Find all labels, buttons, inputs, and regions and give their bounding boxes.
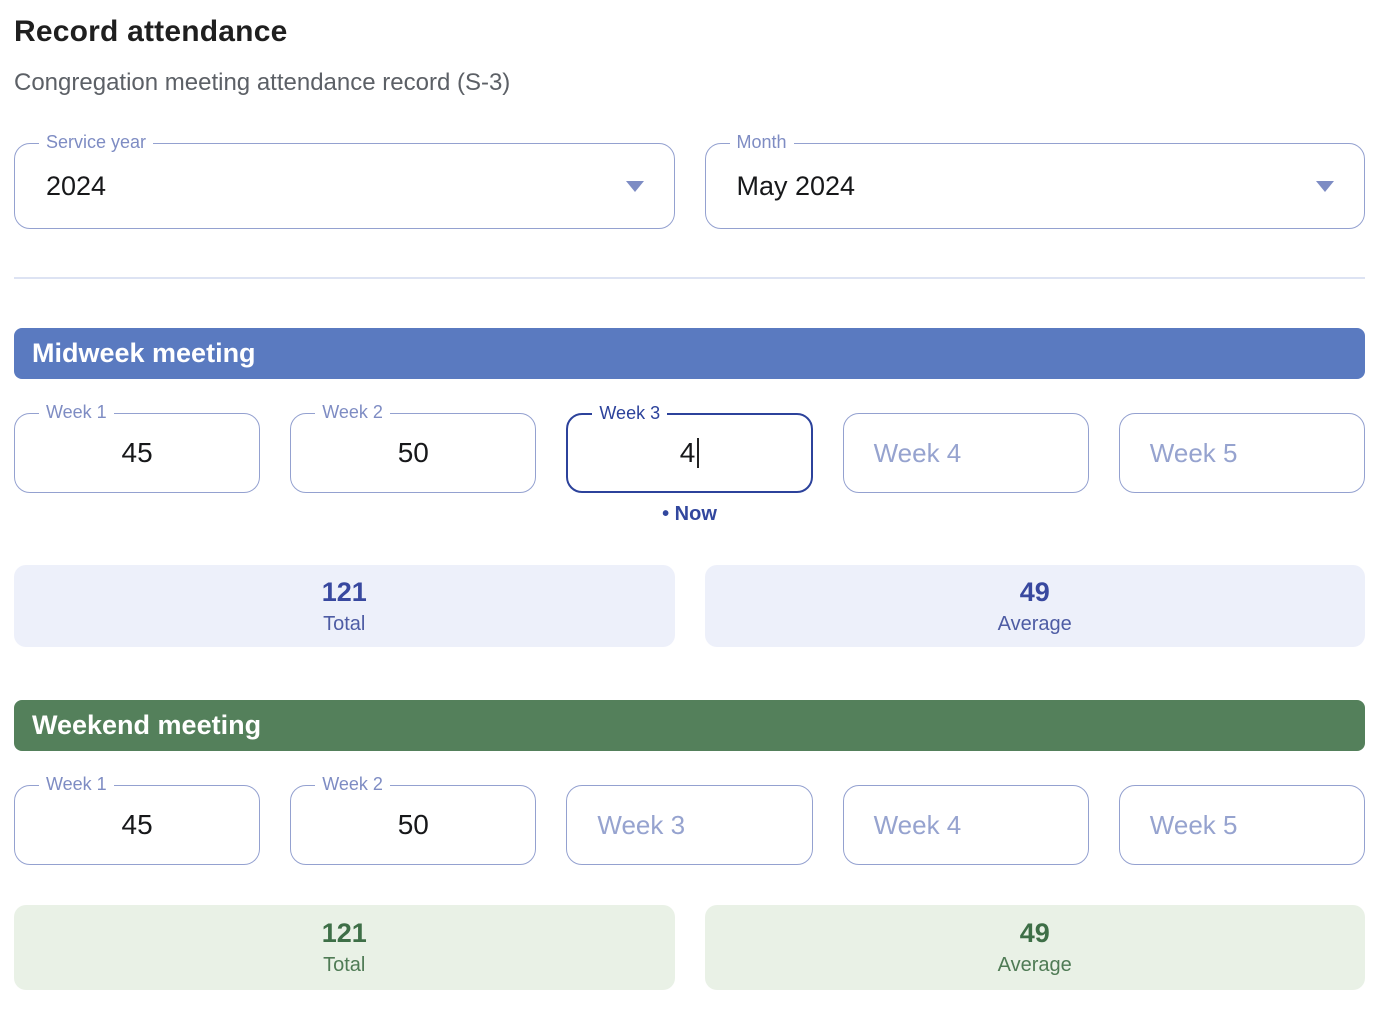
midweek-average-card: 49 Average: [704, 565, 1365, 647]
midweek-week4-cell: Week 4: [842, 413, 1089, 493]
midweek-week5-input[interactable]: Week 5: [1118, 413, 1365, 493]
midweek-average-value: 49: [1019, 576, 1050, 607]
page-title: Record attendance: [14, 15, 288, 48]
weekend-total-label: Total: [323, 954, 366, 976]
weekend-week2-value: 50: [397, 809, 429, 840]
month-value: May 2024: [736, 170, 856, 201]
midweek-average-label: Average: [997, 612, 1072, 635]
now-helper-text: • Now: [662, 503, 717, 525]
midweek-week2-value: 50: [397, 437, 429, 468]
midweek-week1-cell: Week 1 45: [14, 402, 261, 493]
weekend-week4-input[interactable]: Week 4: [842, 785, 1089, 865]
weekend-total-value: 121: [321, 918, 367, 948]
page-subtitle: Congregation meeting attendance record (…: [14, 69, 511, 96]
weekend-week3-label: Week 3: [597, 809, 686, 840]
service-year-label: Service year: [39, 132, 154, 153]
weekend-average-label: Average: [997, 954, 1072, 976]
midweek-week4-label: Week 4: [873, 437, 962, 468]
weekend-week1-cell: Week 1 45: [14, 774, 261, 865]
midweek-week3-value: 4: [680, 436, 700, 470]
weekend-week5-cell: Week 5: [1118, 785, 1365, 865]
midweek-section-title: Midweek meeting: [32, 338, 256, 368]
weekend-average-value: 49: [1019, 918, 1050, 948]
weekend-week2-label: Week 2: [315, 774, 390, 795]
weekend-section-title: Weekend meeting: [32, 710, 262, 740]
weekend-week1-input[interactable]: Week 1 45: [14, 774, 261, 865]
weekend-week2-input[interactable]: Week 2 50: [290, 774, 537, 865]
weekend-total-card: 121 Total: [14, 905, 675, 990]
midweek-week1-input[interactable]: Week 1 45: [14, 402, 261, 493]
record-attendance-page: Record attendance Congregation meeting a…: [14, 15, 1365, 990]
service-year-select[interactable]: Service year 2024: [14, 132, 675, 229]
month-label: Month: [729, 132, 794, 153]
midweek-week2-cell: Week 2 50: [290, 402, 537, 493]
midweek-week2-label: Week 2: [315, 402, 390, 423]
weekend-week5-input[interactable]: Week 5: [1118, 785, 1365, 865]
weekend-week3-cell: Week 3: [566, 785, 813, 865]
midweek-week2-input[interactable]: Week 2 50: [290, 402, 537, 493]
weekend-week3-input[interactable]: Week 3: [566, 785, 813, 865]
midweek-week3-cell: Week 3 4 • Now: [566, 403, 813, 527]
midweek-week4-input[interactable]: Week 4: [842, 413, 1089, 493]
midweek-week3-input[interactable]: Week 3 4: [566, 403, 813, 493]
midweek-total-value: 121: [321, 576, 367, 607]
midweek-section-header: Midweek meeting: [14, 328, 1365, 379]
chevron-down-icon: [1316, 181, 1334, 192]
chevron-down-icon: [625, 181, 644, 192]
midweek-weeks-row: Week 1 45 Week 2 50 Week 3 4 • Now Week …: [14, 402, 1365, 527]
weekend-week2-cell: Week 2 50: [290, 774, 537, 865]
midweek-total-card: 121 Total: [14, 565, 675, 647]
weekend-week4-cell: Week 4: [842, 785, 1089, 865]
weekend-week1-label: Week 1: [39, 774, 114, 795]
divider: [14, 277, 1365, 279]
midweek-week3-label: Week 3: [592, 403, 668, 424]
weekend-summary-row: 121 Total 49 Average: [14, 905, 1365, 990]
weekend-average-card: 49 Average: [704, 905, 1365, 990]
midweek-total-label: Total: [323, 612, 366, 635]
weekend-weeks-row: Week 1 45 Week 2 50 Week 3 Week 4 Week 5: [14, 774, 1365, 865]
month-select[interactable]: Month May 2024: [704, 132, 1365, 229]
weekend-week5-label: Week 5: [1149, 809, 1238, 840]
service-year-value: 2024: [46, 170, 107, 201]
midweek-week5-cell: Week 5: [1118, 413, 1365, 493]
midweek-week1-value: 45: [121, 437, 153, 468]
weekend-week1-value: 45: [121, 809, 153, 840]
filters-row: Service year 2024 Month May 2024: [14, 132, 1365, 229]
weekend-section-header: Weekend meeting: [14, 700, 1365, 751]
midweek-week5-label: Week 5: [1149, 437, 1238, 468]
text-cursor: [697, 438, 700, 468]
midweek-summary-row: 121 Total 49 Average: [14, 565, 1365, 647]
weekend-week4-label: Week 4: [873, 809, 962, 840]
midweek-week1-label: Week 1: [39, 402, 114, 423]
